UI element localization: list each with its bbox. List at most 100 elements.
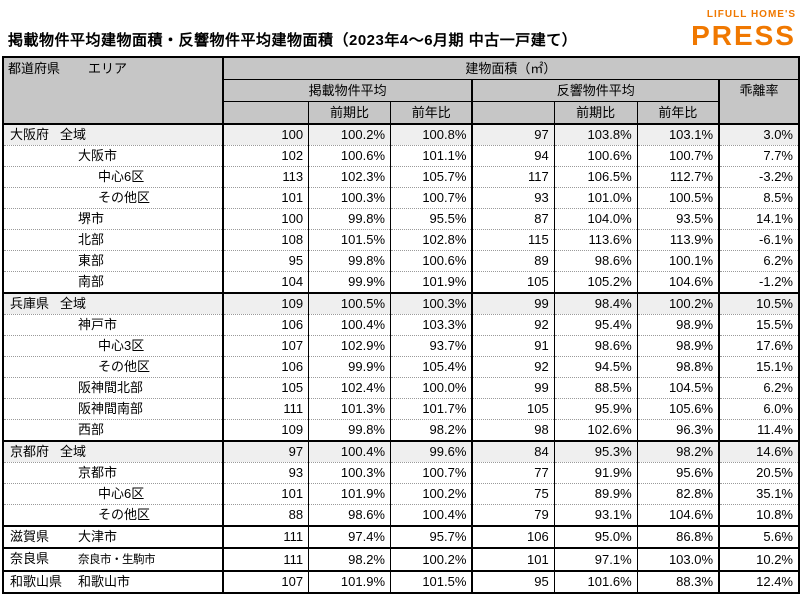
listed_qoq-cell: 99.8% [308,250,391,272]
resp_qoq-cell: 104.0% [553,208,638,230]
resp_area-cell: 101 [471,547,555,571]
area-label: 全域 [60,296,87,311]
resp_yoy-cell: 104.6% [636,504,720,526]
divergence-cell: -3.2% [718,166,799,188]
listed_yoy-cell: 103.3% [390,314,473,336]
table-row: 奈良県 奈良市・生駒市 111 98.2% 100.2% 101 97.1% 103.0% 10… [3,547,799,571]
divergence-cell: 6.2% [718,250,799,272]
area-cell: 京都市 [3,462,224,484]
table-row: 京都府 全域 97 100.4% 99.6% 84 95.3% 98.2% 14.6% [3,440,799,463]
listed_area-cell: 109 [221,419,309,441]
table-row: その他区 101 100.3% 100.7% 93 101.0% 100.5% 8.5% [3,187,799,209]
prefecture-label: 京都府 [10,444,50,459]
listed_qoq-cell: 100.4% [308,440,391,463]
divergence-cell: 5.6% [718,525,799,548]
listed_qoq-cell: 101.9% [308,483,391,505]
table-row: 阪神間南部 111 101.3% 101.7% 105 95.9% 105.6% 6.0% [3,398,799,420]
resp_qoq-cell: 94.5% [553,356,638,378]
listed_qoq-cell: 101.5% [308,229,391,251]
listed_yoy-cell: 95.7% [390,525,473,548]
listed_yoy-cell: 101.1% [390,145,473,167]
divergence-cell: 6.0% [718,398,799,420]
table-row: 京都市 93 100.3% 100.7% 77 91.9% 95.6% 20.5% [3,462,799,484]
divergence-cell: 14.6% [718,440,799,463]
resp_yoy-cell: 95.6% [636,462,720,484]
resp_qoq-cell: 98.4% [553,292,638,315]
resp_qoq-cell: 95.3% [553,440,638,463]
listed_qoq-cell: 100.4% [308,314,391,336]
area-label: 中心3区 [98,338,145,353]
listed_area-cell: 111 [221,398,309,420]
prefecture-area-header: 都道府県 エリア [2,56,224,125]
prefecture-label: 和歌山県 [10,574,63,589]
resp_area-cell: 95 [471,570,555,593]
resp_area-cell: 91 [471,335,555,357]
listed_yoy-cell: 95.5% [390,208,473,230]
divergence-cell: 6.2% [718,377,799,399]
resp_area-cell: 77 [471,462,555,484]
listed_area-cell: 95 [221,250,309,272]
resp_qoq-cell: 95.4% [553,314,638,336]
listed_qoq-cell: 98.2% [308,547,391,571]
table-row: 中心3区 107 102.9% 93.7% 91 98.6% 98.9% 17.6% [3,335,799,357]
resp_qoq-cell: 101.0% [553,187,638,209]
area-cell: 兵庫県 全域 [3,292,224,315]
listed_yoy-cell: 105.7% [390,166,473,188]
resp_qoq-cell: 103.8% [553,123,638,146]
resp_yoy-cell: 98.8% [636,356,720,378]
table-row: 中心6区 113 102.3% 105.7% 117 106.5% 112.7% -3.2% [3,166,799,188]
listed_area-cell: 106 [221,314,309,336]
resp_qoq-cell: 98.6% [553,335,638,357]
listed_area-cell: 109 [221,292,309,315]
resp_yoy-cell: 112.7% [636,166,720,188]
divergence-cell: 35.1% [718,483,799,505]
resp_qoq-cell: 95.0% [553,525,638,548]
resp_yoy-cell: 100.1% [636,250,720,272]
prefecture-label: 滋賀県 [10,529,50,544]
listed_qoq-cell: 100.6% [308,145,391,167]
listed_yoy-cell: 102.8% [390,229,473,251]
listed_area-cell: 100 [221,208,309,230]
prefecture-label: 大阪府 [10,127,50,142]
table-row: その他区 88 98.6% 100.4% 79 93.1% 104.6% 10.8% [3,504,799,526]
divergence-cell: 10.2% [718,547,799,571]
resp_yoy-cell: 104.5% [636,377,720,399]
listed_yoy-cell: 100.2% [390,547,473,571]
building-area-header: 建物面積（㎡） [221,56,800,80]
resp_yoy-cell: 105.6% [636,398,720,420]
resp_yoy-cell: 82.8% [636,483,720,505]
resp_qoq-cell: 97.1% [553,547,638,571]
listed_area-cell: 101 [221,187,309,209]
resp_yoy-cell: 103.1% [636,123,720,146]
listed_area-cell: 107 [221,335,309,357]
listed_yoy-cell: 101.7% [390,398,473,420]
resp_yoy-cell: 98.9% [636,335,720,357]
prefecture-label: 兵庫県 [10,296,50,311]
resp_yoy-cell: 86.8% [636,525,720,548]
listed-value-subheader [221,101,310,125]
area-header-label: エリア [88,61,128,76]
listed_area-cell: 107 [221,570,309,593]
resp_yoy-cell: 113.9% [636,229,720,251]
table-row: 滋賀県 大津市 111 97.4% 95.7% 106 95.0% 86.8% 5.6% [3,525,799,548]
listed_qoq-cell: 99.8% [308,419,391,441]
table-row: 神戸市 106 100.4% 103.3% 92 95.4% 98.9% 15.5% [3,314,799,336]
area-cell: その他区 [3,187,224,209]
listed_qoq-cell: 99.8% [308,208,391,230]
area-label: 全域 [60,127,87,142]
area-cell: 東部 [3,250,224,272]
resp_yoy-cell: 100.2% [636,292,720,315]
resp_qoq-cell: 95.9% [553,398,638,420]
table-row: その他区 106 99.9% 105.4% 92 94.5% 98.8% 15.1% [3,356,799,378]
area-cell: 奈良県 奈良市・生駒市 [3,547,224,571]
listed_area-cell: 111 [221,525,309,548]
resp_area-cell: 94 [471,145,555,167]
resp_area-cell: 93 [471,187,555,209]
area-cell: 和歌山県 和歌山市 [3,570,224,593]
resp_area-cell: 115 [471,229,555,251]
listed_yoy-cell: 93.7% [390,335,473,357]
area-cell: 西部 [3,419,224,441]
resp_qoq-cell: 106.5% [553,166,638,188]
divergence-cell: 7.7% [718,145,799,167]
divergence-cell: -1.2% [718,271,799,293]
